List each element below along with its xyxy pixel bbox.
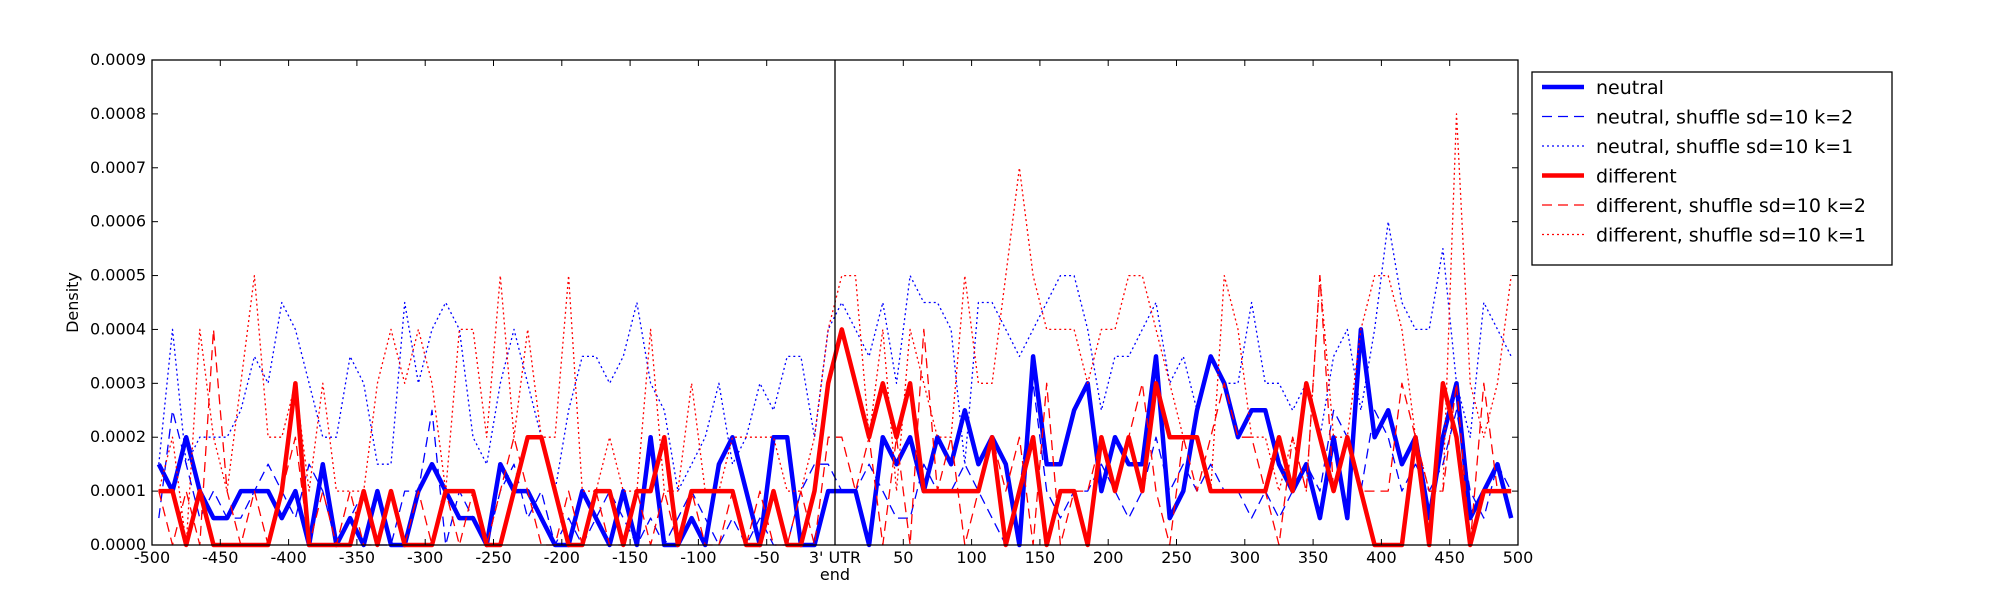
x-tick-label: 200: [1093, 548, 1124, 567]
y-tick-label: 0.0005: [90, 266, 146, 285]
legend: neutral neutral, shuffle sd=10 k=2 neutral…: [1531, 71, 1893, 266]
x-tick-label: -500: [134, 548, 170, 567]
x-tick-label: 250: [1161, 548, 1192, 567]
y-tick-label: 0.0009: [90, 50, 146, 69]
x-tick-label: 400: [1366, 548, 1397, 567]
x-tick-label: 100: [956, 548, 987, 567]
legend-entry: neutral, shuffle sd=10 k=2: [1596, 107, 1853, 129]
x-tick-label: 50: [893, 548, 913, 567]
x-tick-label: -300: [407, 548, 443, 567]
y-tick-label: 0.0002: [90, 427, 146, 446]
legend-entry: different, shuffle sd=10 k=2: [1596, 195, 1866, 217]
x-tick-label: -50: [754, 548, 780, 567]
x-tick-label: 350: [1298, 548, 1329, 567]
x-tick-label: 3' UTR: [809, 548, 861, 567]
y-tick-label: 0.0007: [90, 158, 146, 177]
x-tick-label: -350: [339, 548, 375, 567]
legend-entry: neutral: [1596, 77, 1664, 99]
x-tick-label: 150: [1025, 548, 1056, 567]
x-tick-label: -150: [612, 548, 648, 567]
legend-box: [1531, 71, 1893, 266]
y-tick-label: 0.0006: [90, 212, 146, 231]
y-tick-label: 0.0004: [90, 319, 146, 338]
axis-ticks: -500 -450 -400 -350 -300 -250 -200 -150 -100 -50 3…: [90, 50, 1533, 567]
x-tick-label: 300: [1230, 548, 1261, 567]
legend-entry: neutral, shuffle sd=10 k=1: [1596, 136, 1853, 158]
y-tick-label: 0.0001: [90, 481, 146, 500]
x-tick-label: -250: [475, 548, 511, 567]
x-tick-label: -100: [680, 548, 716, 567]
x-tick-label: 450: [1434, 548, 1465, 567]
x-tick-label: -200: [544, 548, 580, 567]
y-tick-label: 0.0000: [90, 535, 146, 554]
y-tick-label: 0.0008: [90, 104, 146, 123]
x-tick-sublabel: end: [820, 565, 850, 584]
y-axis-label: Density: [63, 272, 82, 333]
x-tick-label: -450: [202, 548, 238, 567]
x-tick-label: -400: [270, 548, 306, 567]
legend-entry: different: [1596, 166, 1677, 188]
legend-entry: different, shuffle sd=10 k=1: [1596, 225, 1866, 247]
x-tick-label: 500: [1503, 548, 1534, 567]
y-tick-label: 0.0003: [90, 373, 146, 392]
